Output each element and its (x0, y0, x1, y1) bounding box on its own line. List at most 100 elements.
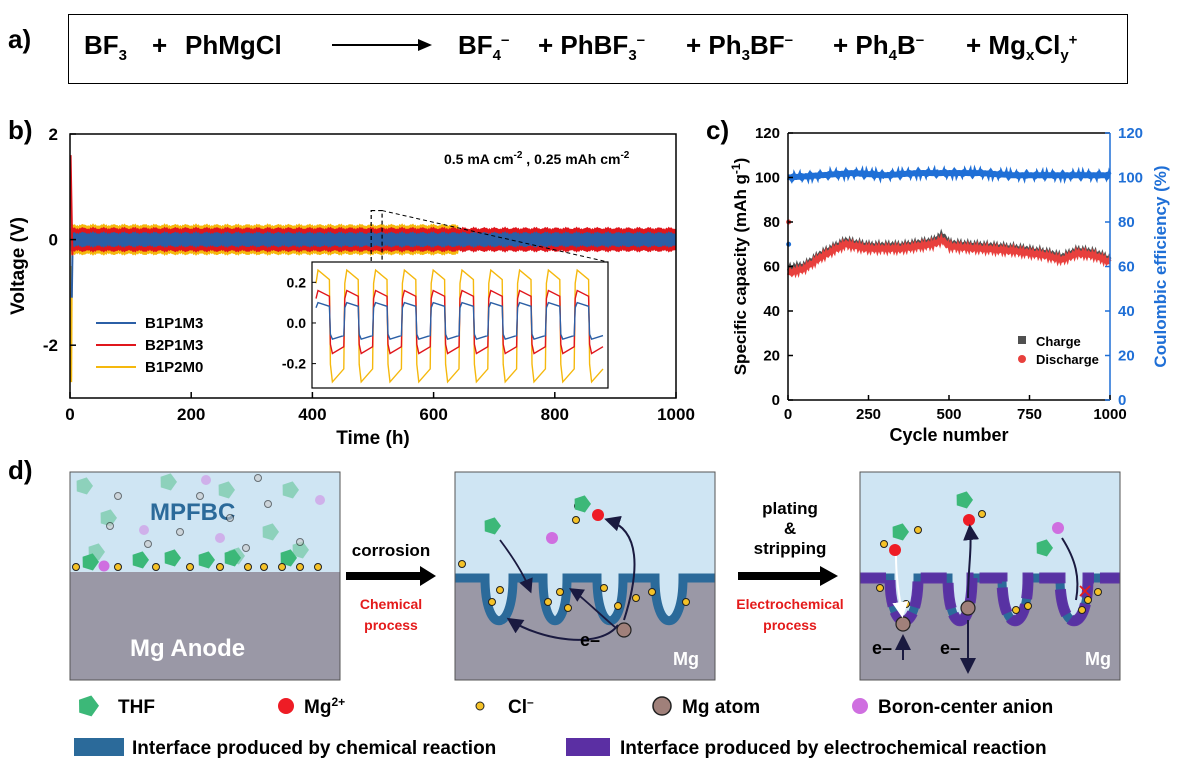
inset-y-tick-label: 0.0 (287, 315, 307, 331)
chloride-ion (682, 598, 690, 606)
legend-label-B1P1M3: B1P1M3 (145, 315, 203, 332)
y-left-tick-label: 120 (755, 125, 780, 142)
chloride-ion (314, 563, 322, 571)
thf-molecule-faded (160, 473, 177, 491)
chloride-ion (614, 602, 622, 610)
x-axis-label: Cycle number (889, 425, 1008, 445)
box-frame-2 (454, 471, 716, 681)
thf-molecule-faded (282, 481, 299, 499)
chloride-ion (902, 600, 910, 608)
chloride-ion (876, 584, 884, 592)
series-line-Discharge (787, 232, 1112, 279)
legend-mg-atom-label: Mg atom (682, 697, 760, 718)
legend-chem-interface-label: Interface produced by chemical reaction (132, 738, 496, 759)
chloride-ion (1024, 602, 1032, 610)
legend-echem-interface-label: Interface produced by electrochemical re… (620, 738, 1047, 759)
y-left-tick-label: 60 (763, 259, 780, 276)
y-tick-label: 2 (49, 125, 58, 144)
echem-interface-layer-3 (860, 572, 1120, 627)
plus-sign: + (152, 30, 168, 60)
thf-molecule (132, 551, 149, 569)
x-axis-label: Time (h) (336, 428, 410, 449)
electron-label: e– (580, 630, 600, 650)
reaction-equation-box (68, 14, 1128, 84)
legend-boron-label: Boron-center anion (878, 697, 1053, 718)
blocked-anion-path (1061, 537, 1079, 601)
x-tick-label: 600 (419, 405, 447, 424)
x-tick-label: 800 (541, 405, 569, 424)
panel-label-c: c) (706, 115, 730, 145)
mg-release-arrow (604, 515, 636, 621)
thf-molecule-faded (262, 523, 279, 541)
legend-marker-discharge (1018, 355, 1026, 363)
electrochem-process-label-1: Electrochemical (736, 596, 843, 612)
plating-arrow (892, 555, 909, 618)
chloride-ion-faded (226, 514, 234, 522)
x-tick-label: 750 (1017, 406, 1042, 423)
panel-label-b: b) (8, 115, 33, 145)
y-left-tick-label: 0 (772, 392, 780, 409)
chloride-ion (1094, 588, 1102, 596)
chloride-ion (244, 563, 252, 571)
y-right-axis-label: Coulombic efficiency (%) (1151, 165, 1170, 367)
y-left-tick-label: 20 (763, 348, 780, 365)
panel-label-d: d) (8, 455, 33, 485)
x-tick-label: 1000 (1093, 406, 1126, 423)
chloride-ion (278, 563, 286, 571)
chloride-ion (260, 563, 268, 571)
y-left-tick-label: 80 (763, 214, 780, 231)
legend-label-charge: Charge (1036, 334, 1081, 349)
thf-molecule (574, 495, 591, 513)
mg-label-panel2: Mg (673, 649, 699, 669)
chloride-ion (880, 540, 888, 548)
chloride-ion (72, 563, 80, 571)
chemical-process-label-2: process (364, 617, 418, 633)
zoom-box (370, 209, 383, 264)
series-spike-B1P1M3 (70, 255, 74, 298)
y-right-tick-label: 80 (1118, 214, 1135, 231)
x-tick-label: 0 (784, 406, 792, 423)
chloride-ion-faded (264, 500, 272, 508)
electron-label: e– (940, 638, 960, 658)
current-density-annotation: 0.5 mA cm-2 , 0.25 mAh cm-2 (444, 150, 630, 167)
boron-anion-faded (201, 475, 211, 485)
chem-interface-layer-2 (455, 573, 715, 626)
chloride-ion (564, 604, 572, 612)
plating-stripping-arrow (738, 566, 838, 586)
boron-anion-faded (315, 495, 325, 505)
legend-mg-atom-icon (652, 696, 672, 716)
chemical-process-label-1: Chemical (360, 596, 422, 612)
product-ph4b: + Ph4B– (833, 30, 925, 65)
electron-path-arrow (506, 617, 619, 641)
thf-molecule-faded (292, 541, 309, 559)
y-right-tick-label: 100 (1118, 170, 1143, 187)
chloride-ion (572, 516, 580, 524)
y-left-axis-label: Specific capacity (mAh g-1) (729, 158, 750, 376)
legend-thf-label: THF (118, 697, 155, 718)
legend-label-B2P1M3: B2P1M3 (145, 337, 203, 354)
boron-anion (546, 532, 558, 544)
x-tick-label: 250 (856, 406, 881, 423)
chloride-ion (296, 563, 304, 571)
legend-cl-label: Cl– (508, 695, 534, 718)
boron-anion (98, 560, 110, 572)
y-right-tick-label: 120 (1118, 125, 1143, 142)
chloride-ion (186, 563, 194, 571)
chloride-ion (496, 586, 504, 594)
x-tick-label: 200 (177, 405, 205, 424)
mg2-ion (889, 544, 901, 556)
x-tick-label: 400 (298, 405, 326, 424)
stripping-arrow (963, 524, 980, 599)
chloride-ion-faded (296, 538, 304, 546)
mg-label-panel3: Mg (1085, 649, 1111, 669)
chloride-ion (600, 584, 608, 592)
product-phbf3: + PhBF3– (538, 30, 645, 65)
electrochem-process-label-2: process (763, 617, 817, 633)
legend-marker-charge (1018, 336, 1026, 344)
y-right-tick-label: 40 (1118, 303, 1135, 320)
series-line-coulombic-efficiency (787, 164, 1112, 185)
boron-anion (1052, 522, 1064, 534)
legend-cl-icon (475, 701, 485, 711)
chloride-ion (978, 510, 986, 518)
y-tick-label: -2 (43, 336, 58, 355)
